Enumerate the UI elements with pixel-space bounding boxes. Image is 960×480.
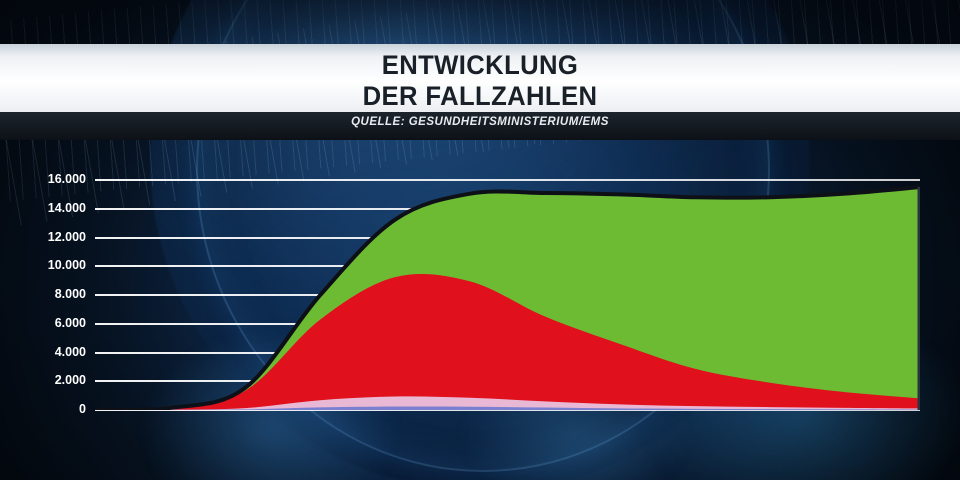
stacked-area-chart	[95, 185, 920, 410]
y-axis-tick-label: 10.000	[47, 258, 86, 273]
source-caption: QUELLE: GESUNDHEITSMINISTERIUM/EMS	[351, 116, 609, 128]
header-band	[0, 44, 960, 112]
area-series-spital-ohne-intensiv	[95, 396, 920, 410]
area-series-intensiv	[95, 406, 920, 410]
y-axis-tick-label: 16.000	[47, 172, 86, 186]
y-axis-tick-label: 0	[79, 402, 86, 416]
area-series-genesene	[95, 273, 920, 410]
source-band	[0, 112, 960, 140]
y-axis-tick-label: 6.000	[54, 315, 86, 330]
gridline	[95, 179, 920, 181]
gridline	[95, 409, 920, 411]
page-title: ENTWICKLUNG DER FALLZAHLEN	[24, 52, 936, 110]
plot-canvas	[95, 180, 920, 410]
chart-area: 0 2.000 4.000 6.000 8.000 10.000 12.000 14.000 1…	[0, 140, 960, 480]
y-axis-tick-label: 8.000	[54, 287, 86, 301]
title-line-1: ENTWICKLUNG	[381, 50, 579, 80]
y-axis-tick-label: 14.000	[47, 200, 86, 215]
title-line-2: DER FALLZAHLEN	[362, 81, 598, 111]
y-axis-tick-label: 12.000	[47, 229, 86, 244]
y-axis-tick-label: 2.000	[54, 373, 86, 388]
total-line-infizierte	[95, 185, 920, 410]
y-axis-tick-label: 4.000	[54, 344, 86, 359]
